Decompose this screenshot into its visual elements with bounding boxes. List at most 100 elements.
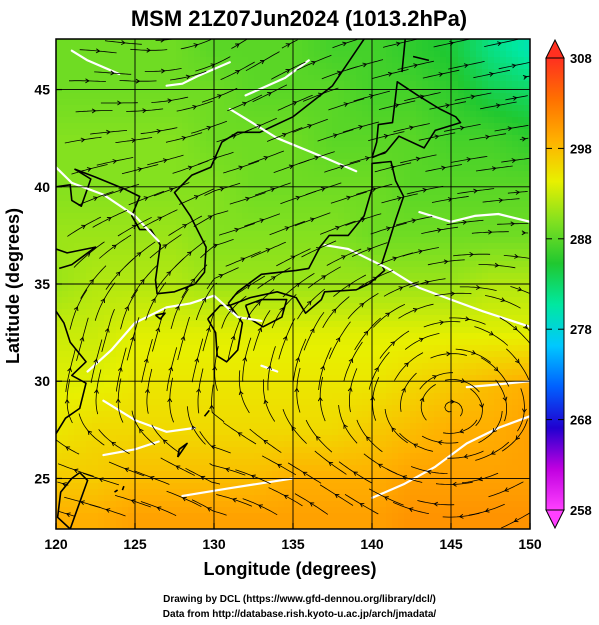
streamline-arrow [93,196,98,201]
streamline [69,289,88,330]
streamline-arrow [390,165,396,170]
streamline-arrow [87,430,93,435]
streamline [65,347,76,392]
streamline-arrow [364,156,370,161]
streamline-arrow [510,221,516,227]
isotherm [56,166,160,243]
streamline-arrow [320,365,326,371]
streamline [431,195,469,203]
streamline [393,123,430,133]
streamline-arrow [336,70,342,76]
streamline-arrow [118,188,124,193]
streamline-arrow [295,357,301,362]
streamline [344,494,379,515]
streamline-arrow [317,396,323,402]
streamline [305,419,333,453]
streamline [322,296,350,328]
isotherm [418,211,530,223]
coastline [56,310,87,435]
streamline [250,241,286,258]
streamline [499,317,530,344]
streamline-arrow [156,128,162,134]
streamline [346,59,384,71]
coastline [227,160,405,315]
streamline-arrow [235,69,240,75]
streamline-arrow [331,308,337,314]
streamline-arrow [285,68,291,74]
streamline [195,282,217,321]
streamline-arrow [413,443,419,448]
streamline-arrow [446,351,451,357]
streamline-arrow [263,399,269,405]
streamline [269,220,306,236]
x-tick-label: 120 [44,536,68,552]
streamline [199,431,231,454]
streamline-arrow [187,251,192,256]
streamline-arrow [144,388,150,394]
streamline-arrow [426,469,432,475]
streamline-arrow [240,257,246,262]
streamline [202,309,217,352]
streamline [227,94,263,112]
streamline [287,462,322,484]
streamline [296,54,332,71]
streamline [425,164,462,172]
streamline-arrow [339,164,345,170]
streamline [510,286,530,294]
streamline [303,311,325,351]
streamline [90,339,103,384]
streamline-arrow [155,327,161,333]
streamline [457,188,495,194]
streamline [430,353,467,359]
streamline [475,165,513,172]
x-axis-label: Longitude (degrees) [203,559,376,579]
isotherm [228,107,358,173]
streamline [517,388,525,432]
streamline-arrow [111,244,117,250]
streamline [443,419,478,434]
streamline-arrow [385,312,391,317]
streamline-arrow [507,126,513,132]
streamline-arrow [295,195,301,201]
streamline [345,213,382,226]
streamline [488,481,524,498]
streamline [147,154,184,166]
streamline [141,338,153,383]
x-tick-label: 125 [123,536,147,552]
streamline [318,347,332,391]
streamline [475,441,510,461]
streamline-arrow [374,367,379,372]
streamline-arrow [504,487,509,492]
streamline-arrow [228,307,234,313]
streamline-arrow [418,249,423,255]
streamline [297,288,326,320]
streamline [216,494,253,507]
streamline-arrow [111,441,117,447]
x-tick-label: 150 [518,536,542,552]
streamline [254,182,291,196]
streamline-arrow [130,499,136,504]
streamline [480,101,517,110]
streamline-arrow [156,506,162,511]
streamline-arrow [466,157,472,162]
streamline-arrow [175,465,181,470]
streamline [480,357,510,387]
streamline [455,348,491,363]
streamline-arrow [390,341,396,346]
streamline-arrow [187,165,193,171]
streamline-arrow [491,166,497,172]
coastline [56,246,97,270]
streamline-arrow [140,278,145,284]
streamline-arrow [207,215,213,220]
streamline-arrow [256,300,261,306]
streamline-arrow [61,482,67,487]
streamline-arrow [169,187,174,193]
streamline-arrow [328,461,334,467]
coastline [184,285,190,291]
streamline-arrow [478,476,483,482]
streamline-arrow [263,439,269,445]
streamline-arrow [475,285,481,290]
streamline [349,368,358,413]
streamline-arrow [137,167,143,172]
streamline-arrow [242,356,248,362]
